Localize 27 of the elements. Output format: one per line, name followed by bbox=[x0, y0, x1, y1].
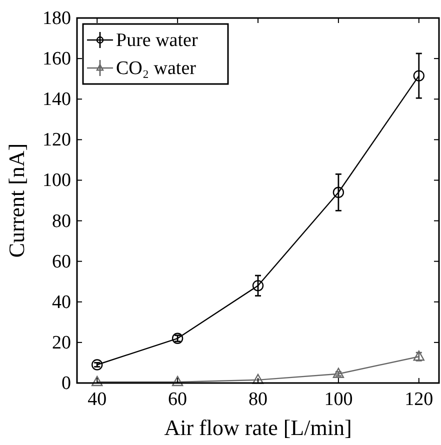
x-tick-label: 40 bbox=[88, 389, 107, 410]
point bbox=[413, 70, 424, 82]
point bbox=[332, 186, 344, 198]
legend-label: Pure water bbox=[116, 30, 198, 51]
legend-label: CO₂ water bbox=[116, 58, 197, 79]
x-tick-label: 60 bbox=[168, 389, 188, 410]
y-tick-label: 100 bbox=[42, 170, 71, 192]
y-tick-label: 180 bbox=[42, 8, 71, 29]
y-tick-label: 80 bbox=[52, 210, 71, 232]
x-tick-label: 100 bbox=[324, 389, 353, 410]
y-tick-label: 140 bbox=[42, 89, 71, 110]
y-tick-label: 60 bbox=[52, 251, 71, 272]
x-tick-label: 80 bbox=[248, 389, 268, 410]
y-tick-label: 20 bbox=[52, 332, 71, 354]
point bbox=[92, 376, 103, 386]
y-axis-title: Current [nA] bbox=[4, 143, 29, 258]
x-axis-title: Air flow rate [L/min] bbox=[164, 415, 352, 440]
y-tick-label: 40 bbox=[52, 292, 71, 313]
point bbox=[252, 280, 264, 292]
y-tick-label: 120 bbox=[42, 130, 71, 151]
point bbox=[332, 368, 344, 378]
y-tick-label: 160 bbox=[42, 48, 71, 70]
point bbox=[92, 359, 103, 370]
point bbox=[252, 374, 264, 384]
point bbox=[172, 376, 184, 386]
y-tick-label: 0 bbox=[62, 373, 71, 394]
x-tick-label: 120 bbox=[404, 389, 434, 410]
